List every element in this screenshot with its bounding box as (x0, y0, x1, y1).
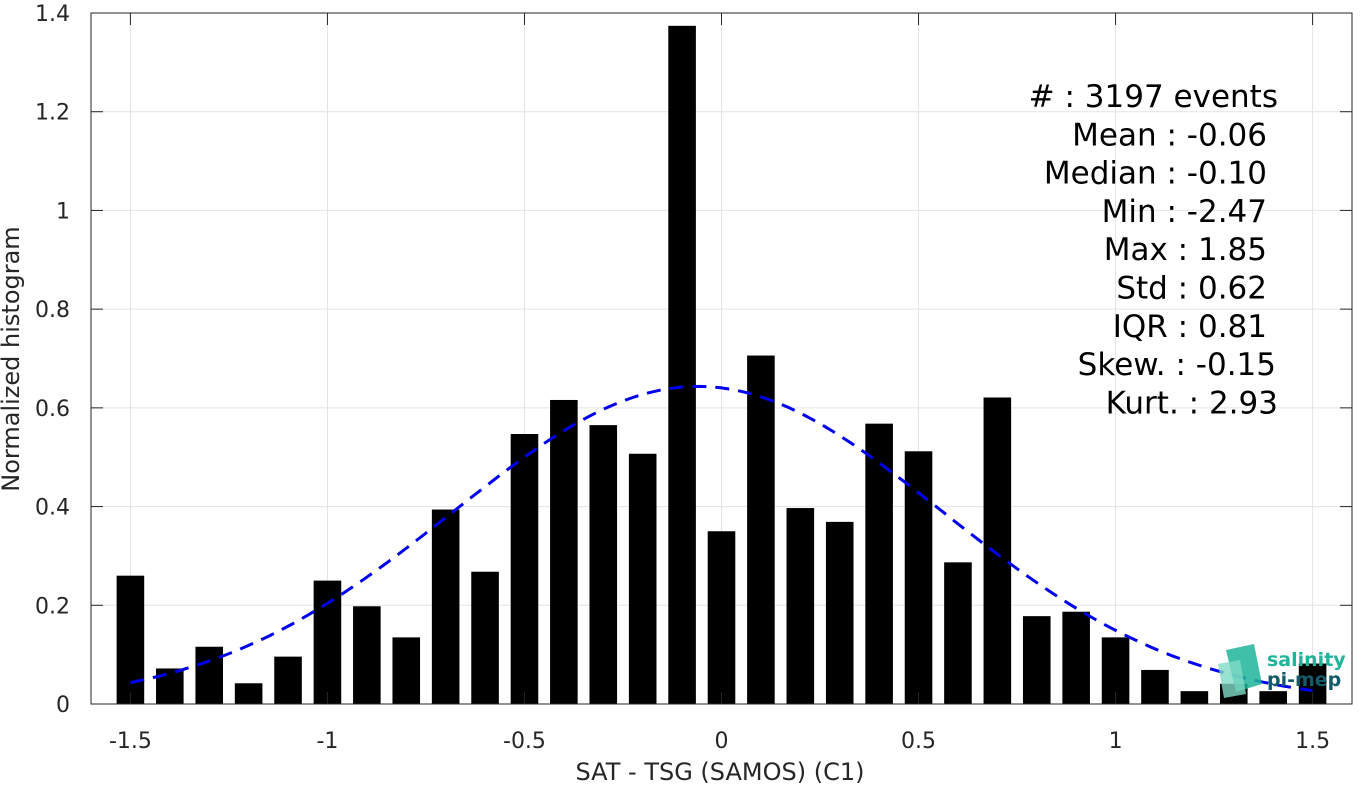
stat-line-4: Max : 1.85 (1104, 232, 1267, 268)
y-tick-label-5: 1 (56, 199, 70, 224)
histogram-bar-29 (1259, 691, 1287, 704)
stat-line-8: Kurt. : 2.93 (1106, 385, 1278, 421)
y-tick-label-1: 0.2 (35, 594, 70, 619)
logo-text-pimep: pi-mep (1267, 669, 1341, 691)
y-tick-label-3: 0.6 (35, 397, 70, 422)
histogram-bar-16 (747, 355, 775, 704)
y-tick-label-7: 1.4 (35, 2, 70, 27)
histogram-bar-6 (353, 606, 381, 704)
plot-frame (90, 12, 1353, 705)
logo-text-salinity: salinity (1267, 649, 1346, 671)
stat-line-7: Skew. : -0.15 (1078, 347, 1276, 383)
histogram-bar-22 (983, 397, 1012, 704)
stat-line-1: Mean : -0.06 (1072, 117, 1267, 153)
histogram-bar-8 (431, 509, 460, 704)
histogram-bar-15 (707, 531, 736, 704)
y-tick-label-0: 0 (56, 693, 70, 718)
histogram-bar-23 (1022, 616, 1051, 704)
histogram-bar-17 (786, 508, 815, 704)
histogram-bar-11 (550, 399, 578, 704)
stat-line-6: IQR : 0.81 (1113, 309, 1267, 345)
histogram-bars (116, 25, 1327, 704)
histogram-bar-2 (195, 646, 224, 704)
histogram-bar-0 (116, 575, 145, 704)
histogram-bar-5 (313, 580, 342, 704)
histogram-bar-14 (668, 25, 696, 704)
stat-line-2: Median : -0.10 (1044, 156, 1267, 192)
histogram-bar-3 (234, 683, 263, 704)
stat-line-0: # : 3197 events (1029, 79, 1278, 115)
histogram-bar-12 (589, 425, 618, 704)
x-tick-labels: -1.5 -1 -0.5 0 0.5 1 1.5 (109, 729, 1330, 754)
histogram-bar-9 (471, 571, 499, 704)
x-tick-label-1: -1 (316, 729, 338, 754)
histogram-bar-27 (1180, 691, 1209, 704)
grid-lines (91, 12, 1352, 705)
y-tick-labels: 0 0.2 0.4 0.6 0.8 1 1.2 1.4 (35, 2, 70, 718)
histogram-bar-13 (628, 453, 657, 704)
histogram-bar-10 (510, 434, 539, 704)
x-tick-label-4: 0.5 (901, 729, 936, 754)
histogram-bar-1 (156, 668, 184, 704)
x-tick-label-2: -0.5 (503, 729, 546, 754)
y-tick-label-2: 0.4 (35, 496, 70, 521)
y-axis-title: Normalized histogram (0, 226, 25, 491)
x-tick-label-3: 0 (715, 729, 729, 754)
histogram-bar-26 (1141, 669, 1169, 704)
histogram-bar-4 (274, 656, 302, 704)
salinity-pimep-logo: salinity pi-mep (1218, 644, 1346, 698)
histogram-bar-19 (865, 423, 893, 704)
stat-line-3: Min : -2.47 (1102, 194, 1267, 230)
histogram-bar-7 (392, 637, 421, 704)
y-tick-label-4: 0.8 (35, 298, 70, 323)
logo-mark-shadow-icon (1218, 660, 1246, 698)
x-tick-label-0: -1.5 (109, 729, 152, 754)
histogram-bar-18 (825, 521, 854, 704)
x-axis-title: SAT - TSG (SAMOS) (C1) (576, 758, 865, 785)
histogram-bar-21 (944, 562, 972, 704)
histogram-bar-24 (1062, 611, 1090, 704)
stat-line-5: Std : 0.62 (1116, 271, 1267, 307)
gaussian-fit-curve (130, 384, 1313, 693)
x-tick-label-6: 1.5 (1295, 729, 1330, 754)
histogram-bar-20 (904, 451, 933, 704)
x-tick-label-5: 1 (1109, 729, 1123, 754)
y-tick-label-6: 1.2 (35, 101, 70, 126)
